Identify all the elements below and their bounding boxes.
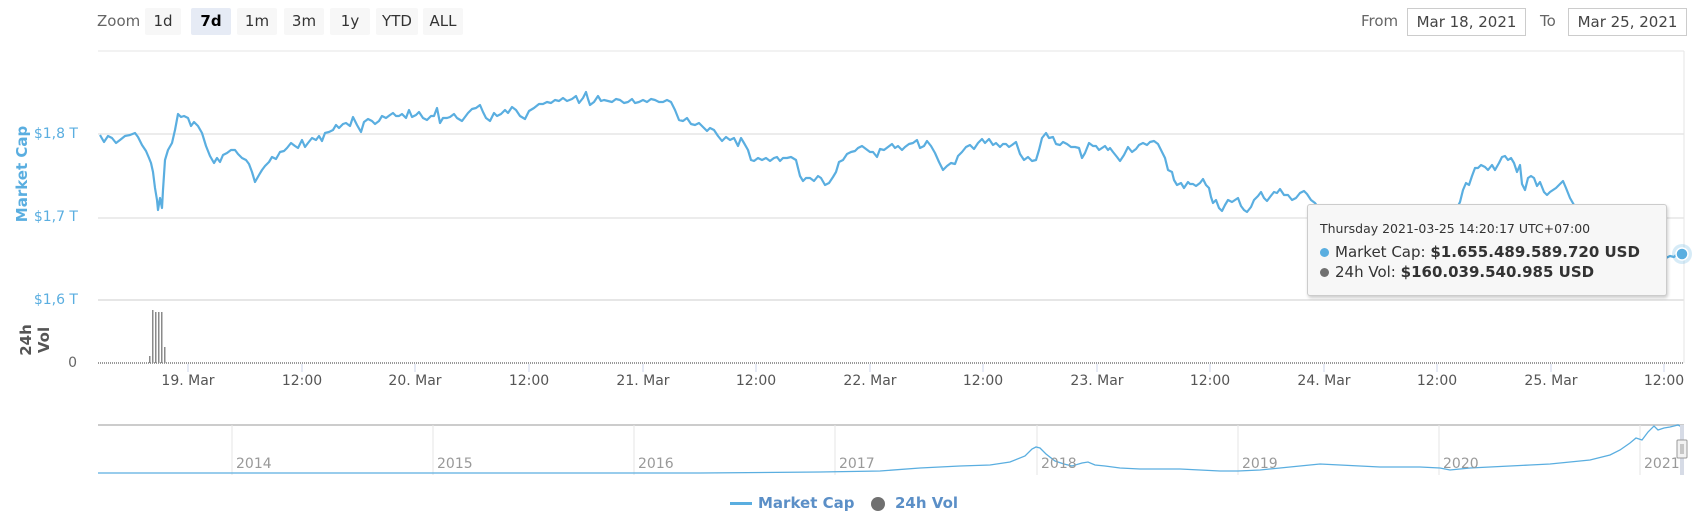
navigator-line [98, 424, 1683, 474]
tooltip-market-cap-label: Market Cap: [1335, 243, 1426, 261]
zoom-ytd-button[interactable]: YTD [376, 8, 418, 35]
legend-market-cap-label: Market Cap [758, 494, 855, 512]
navigator-year-label: 2015 [437, 456, 473, 472]
x-tick-label: 20. Mar [388, 373, 442, 389]
x-tick-label: 12:00 [508, 373, 550, 389]
zoom-1d-button[interactable]: 1d [145, 8, 181, 35]
x-tick-label: 12:00 [281, 373, 323, 389]
x-tick-label: 12:00 [1416, 373, 1458, 389]
x-tick-marks [187, 364, 1665, 372]
zoom-all-button[interactable]: ALL [423, 8, 463, 35]
volume-bars [149, 310, 166, 363]
tooltip-market-cap-value: $1.655.489.589.720 USD [1430, 243, 1640, 261]
to-label: To [1540, 12, 1556, 30]
x-tick-label: 12:00 [962, 373, 1004, 389]
x-tick-label: 12:00 [735, 373, 777, 389]
x-tick-label: 12:00 [1189, 373, 1231, 389]
navigator-handle[interactable] [1676, 439, 1688, 459]
legend-item-volume[interactable]: 24h Vol [871, 494, 958, 512]
x-tick-label: 12:00 [1643, 373, 1685, 389]
legend-volume-label: 24h Vol [895, 494, 959, 512]
zoom-7d-button[interactable]: 7d [191, 8, 231, 35]
circle-legend-icon [871, 496, 885, 511]
navigator-year-label: 2014 [236, 456, 272, 472]
navigator-year-label: 2021 [1644, 456, 1680, 472]
legend-item-market-cap[interactable]: Market Cap [730, 494, 854, 512]
navigator-year-label: 2018 [1041, 456, 1077, 472]
y-tick-vol-0: 0 [68, 355, 77, 371]
navigator-year-label: 2020 [1443, 456, 1479, 472]
x-tick-label: 19. Mar [161, 373, 215, 389]
tooltip-date: Thursday 2021-03-25 14:20:17 UTC+07:00 [1320, 221, 1591, 236]
tooltip-market-cap-row: Market Cap: $1.655.489.589.720 USD [1320, 243, 1640, 261]
x-tick-label: 24. Mar [1297, 373, 1351, 389]
navigator [98, 424, 1688, 475]
x-tick-label: 21. Mar [616, 373, 670, 389]
zoom-label: Zoom [97, 12, 141, 30]
navigator-year-label: 2016 [638, 456, 674, 472]
x-tick-label: 23. Mar [1070, 373, 1124, 389]
tooltip-volume-label: 24h Vol: [1335, 263, 1396, 281]
hover-point [1675, 247, 1689, 261]
market-cap-dot-icon [1320, 248, 1329, 257]
tooltip-volume-row: 24h Vol: $160.039.540.985 USD [1320, 263, 1594, 281]
volume-dot-icon [1320, 268, 1329, 277]
y-tick-1-8t: $1,8 T [33, 126, 78, 142]
navigator-year-label: 2019 [1242, 456, 1278, 472]
from-date-input[interactable]: Mar 18, 2021 [1407, 8, 1526, 36]
to-date-input[interactable]: Mar 25, 2021 [1568, 8, 1687, 36]
zoom-1y-button[interactable]: 1y [330, 8, 370, 35]
x-tick-label: 25. Mar [1524, 373, 1578, 389]
y-tick-1-7t: $1,7 T [33, 209, 78, 225]
navigator-year-label: 2017 [839, 456, 875, 472]
zoom-1m-button[interactable]: 1m [237, 8, 277, 35]
line-legend-icon [730, 502, 752, 505]
chart-tooltip: Thursday 2021-03-25 14:20:17 UTC+07:00 M… [1307, 204, 1667, 296]
from-label: From [1361, 12, 1399, 30]
x-tick-label: 22. Mar [843, 373, 897, 389]
zoom-3m-button[interactable]: 3m [284, 8, 324, 35]
y-tick-1-6t: $1,6 T [33, 292, 78, 308]
tooltip-volume-value: $160.039.540.985 USD [1400, 263, 1595, 281]
